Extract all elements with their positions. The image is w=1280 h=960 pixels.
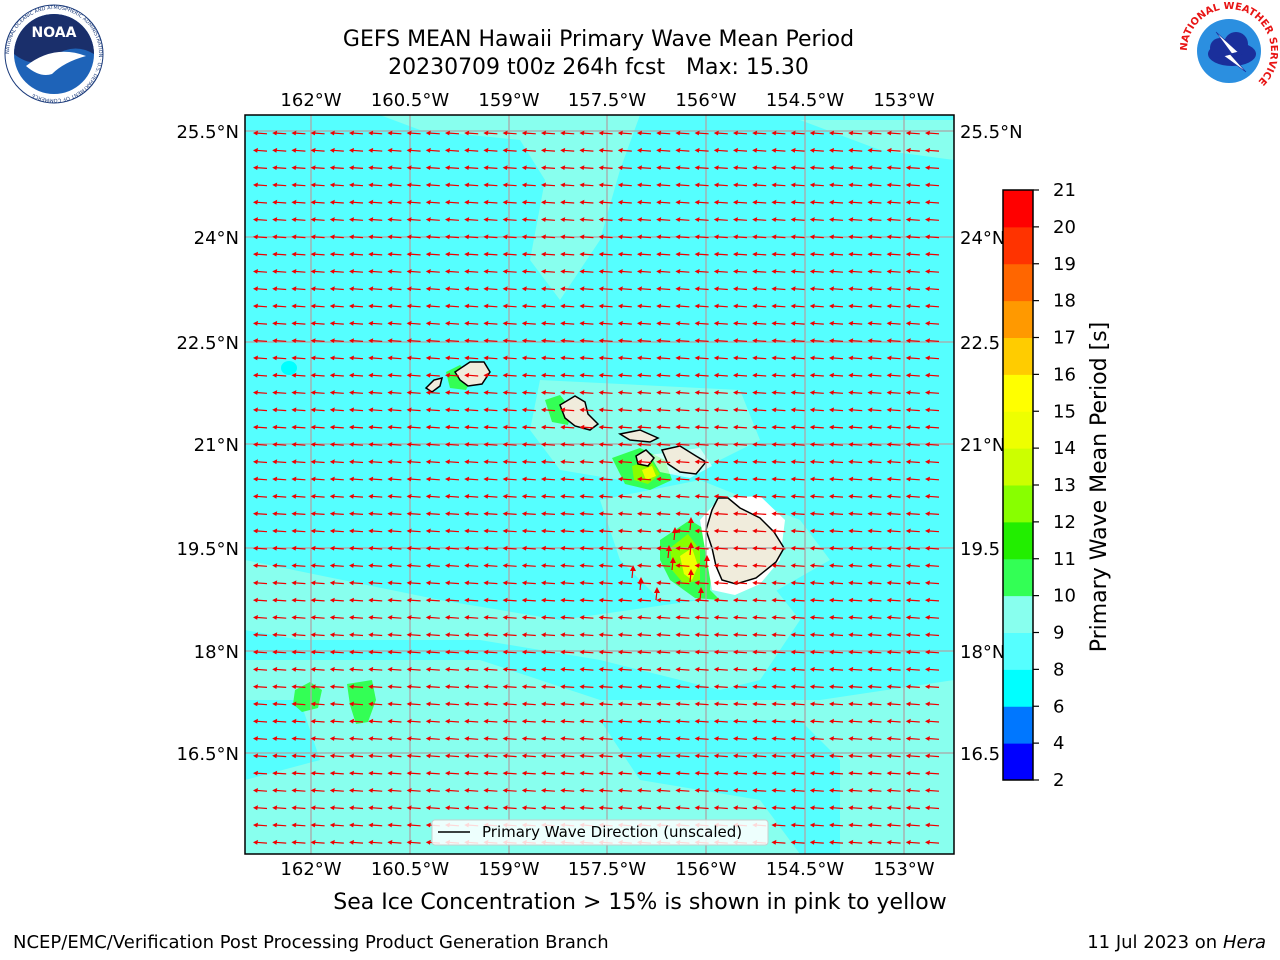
lon-labels-bottom: 162°W 160.5°W 159°W 157.5°W 156°W 154.5°W 153°… xyxy=(280,859,934,880)
colorbar-tick-label: 18 xyxy=(1053,291,1076,312)
colorbar-swatch xyxy=(1003,300,1033,338)
island-molokai xyxy=(617,429,660,443)
lat-label-left: 22.5°N xyxy=(176,333,239,354)
colorbar-tick-label: 10 xyxy=(1053,586,1076,607)
colorbar-swatch xyxy=(1003,337,1033,375)
lat-label-right: 24°N xyxy=(960,228,1005,249)
lat-label-left: 19.5°N xyxy=(176,539,239,560)
chart-subtitle-run: 20230709 t00z 264h fcst Max: 15.30 xyxy=(388,55,809,80)
island-hawaii xyxy=(705,497,785,585)
lon-labels-top: 162°W 160.5°W 159°W 157.5°W 156°W 154.5°W 153°… xyxy=(280,90,934,111)
arrow-legend-label: Primary Wave Direction (unscaled) xyxy=(482,823,742,841)
colorbar-tick-label: 14 xyxy=(1053,438,1076,459)
lat-label-right: 22.5 xyxy=(960,333,1000,354)
footer-date: 11 Jul 2023 on Hera xyxy=(1087,932,1266,953)
lat-labels-left: 25.5°N 24°N 22.5°N 21°N 19.5°N 18°N 16.5°N xyxy=(176,122,239,765)
lon-label-top: 157.5°W xyxy=(568,90,647,111)
colorbar-tick-label: 15 xyxy=(1053,401,1076,422)
colorbar-tick-label: 11 xyxy=(1053,549,1076,570)
lon-label-bottom: 153°W xyxy=(873,859,934,880)
footer-branch: NCEP/EMC/Verification Post Processing Pr… xyxy=(13,932,609,953)
lon-label-top: 153°W xyxy=(873,90,934,111)
hawaiian-islands xyxy=(424,361,785,585)
lat-label-left: 21°N xyxy=(194,435,239,456)
colorbar-swatch xyxy=(1003,595,1033,633)
colorbar-tick-label: 17 xyxy=(1053,328,1076,349)
colorbar-swatch xyxy=(1003,521,1033,560)
colorbar-swatch xyxy=(1003,411,1033,449)
colorbar-swatch xyxy=(1003,485,1033,523)
colorbar-tick-label: 12 xyxy=(1053,512,1076,533)
colorbar-label: Primary Wave Mean Period [s] xyxy=(1087,322,1112,653)
island-oahu xyxy=(559,395,600,431)
lon-label-bottom: 154.5°W xyxy=(766,859,845,880)
lat-label-right: 19.5 xyxy=(960,539,1000,560)
lat-label-left: 24°N xyxy=(194,228,239,249)
chart-title: GEFS MEAN Hawaii Primary Wave Mean Perio… xyxy=(342,27,855,52)
lon-label-bottom: 156°W xyxy=(675,859,736,880)
lat-label-left: 16.5°N xyxy=(176,744,239,765)
lon-label-top: 159°W xyxy=(478,90,539,111)
island-niihau xyxy=(424,376,444,393)
wave-direction-arrows xyxy=(253,130,940,845)
noaa-logo-text: NOAA xyxy=(32,25,77,41)
nws-logo: NATIONAL WEATHER SERVICE xyxy=(1180,2,1278,98)
sea-ice-note: Sea Ice Concentration > 15% is shown in … xyxy=(333,890,947,915)
colorbar-tick-label: 6 xyxy=(1053,696,1064,717)
colorbar-swatch xyxy=(1003,190,1033,228)
colorbar-tick-label: 19 xyxy=(1053,254,1076,275)
lon-label-top: 154.5°W xyxy=(766,90,845,111)
lat-label-right: 21°N xyxy=(960,435,1005,456)
colorbar-swatch xyxy=(1003,632,1033,670)
lon-label-bottom: 157.5°W xyxy=(568,859,647,880)
lat-label-left: 18°N xyxy=(194,642,239,663)
colorbar-swatch xyxy=(1003,226,1033,265)
island-maui xyxy=(660,445,708,475)
lon-label-top: 160.5°W xyxy=(371,90,450,111)
colorbar-tick-label: 8 xyxy=(1053,659,1064,680)
lon-label-bottom: 159°W xyxy=(478,859,539,880)
colorbar-tick-label: 2 xyxy=(1053,770,1064,791)
colorbar-swatch xyxy=(1003,448,1033,486)
footer-date-text: 11 Jul 2023 on xyxy=(1087,932,1223,953)
colorbar-swatch xyxy=(1003,743,1033,781)
colorbar-tick-label: 20 xyxy=(1053,217,1076,238)
lon-label-top: 162°W xyxy=(280,90,341,111)
colorbar-tick-label: 13 xyxy=(1053,475,1076,496)
colorbar-tick-label: 21 xyxy=(1053,180,1076,201)
lon-label-top: 156°W xyxy=(675,90,736,111)
colorbar-swatch xyxy=(1003,669,1033,707)
noaa-logo: NOAA NATIONAL OCEANIC AND ATMOSPHERIC AD… xyxy=(4,4,104,104)
footer-host: Hera xyxy=(1222,932,1266,953)
lon-label-bottom: 162°W xyxy=(280,859,341,880)
lat-label-right: 16.5 xyxy=(960,744,1000,765)
arrow-legend: Primary Wave Direction (unscaled) xyxy=(431,819,769,846)
lon-label-bottom: 160.5°W xyxy=(371,859,450,880)
lat-label-left: 25.5°N xyxy=(176,122,239,143)
colorbar: 2 4 6 8 9 10 11 12 13 14 15 16 17 18 19 20 21 xyxy=(1002,180,1076,791)
colorbar-swatch xyxy=(1003,558,1033,597)
lat-label-right: 18°N xyxy=(960,642,1005,663)
colorbar-tick-label: 9 xyxy=(1053,623,1064,644)
island-kauai xyxy=(453,361,491,387)
colorbar-swatch xyxy=(1003,706,1033,744)
map-frame xyxy=(244,114,955,855)
colorbar-tick-label: 4 xyxy=(1053,733,1064,754)
colorbar-swatch xyxy=(1003,374,1033,412)
colorbar-tick-label: 16 xyxy=(1053,364,1076,385)
lat-labels-right: 25.5°N 24°N 22.5 21°N 19.5 18°N 16.5 xyxy=(960,122,1023,765)
lat-label-right: 25.5°N xyxy=(960,122,1023,143)
colorbar-swatch xyxy=(1003,263,1033,302)
